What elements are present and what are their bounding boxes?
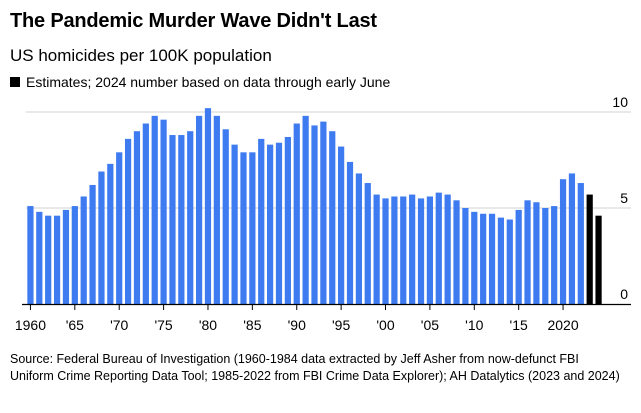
legend: Estimates; 2024 number based on data thr… [10, 74, 390, 90]
bar-1974 [151, 115, 158, 304]
bar-1964 [62, 209, 70, 304]
y-tick-label: 5 [620, 190, 628, 206]
bar-1984 [240, 152, 247, 304]
bar-1970 [116, 152, 123, 304]
bar-2004 [417, 198, 425, 304]
bar-1983 [231, 144, 238, 304]
bar-1990 [293, 123, 300, 305]
x-tick-label: '75 [154, 317, 172, 333]
bar-1993 [320, 121, 327, 304]
bar-2011 [480, 213, 487, 304]
estimate-bar-2024 [595, 215, 602, 304]
x-tick-label: 2020 [547, 317, 578, 333]
bar-1960 [27, 206, 34, 304]
bar-1971 [124, 138, 132, 304]
bar-1975 [160, 119, 167, 305]
bar-2019 [551, 206, 558, 304]
bar-1980 [204, 108, 212, 304]
x-tick-label: '85 [243, 317, 261, 333]
bar-1977 [178, 135, 185, 304]
bar-1963 [53, 215, 61, 304]
y-tick-label: 10 [612, 94, 628, 110]
bar-1965 [71, 206, 78, 304]
bar-1967 [89, 184, 96, 304]
x-tick-label: '15 [510, 317, 528, 333]
bar-1987 [267, 144, 274, 304]
bar-2000 [382, 198, 389, 304]
bar-1996 [346, 161, 354, 304]
bar-1976 [169, 135, 176, 304]
bar-2017 [533, 202, 540, 304]
x-tick-label: 1960 [15, 317, 46, 333]
bar-1991 [302, 115, 309, 304]
bar-2022 [577, 183, 584, 304]
estimate-bar-2023 [586, 194, 593, 304]
x-tick-label: '65 [66, 317, 84, 333]
bar-2021 [568, 173, 576, 304]
legend-swatch-estimates [10, 77, 20, 87]
bar-2016 [524, 200, 531, 304]
bar-1968 [98, 171, 105, 304]
bar-2001 [391, 196, 398, 304]
chart-subtitle: US homicides per 100K population [10, 46, 272, 65]
legend-label: Estimates; 2024 number based on data thr… [26, 74, 391, 90]
y-tick-label: 0 [620, 286, 628, 302]
bar-2005 [426, 196, 434, 304]
bar-2013 [497, 217, 505, 304]
x-tick-label: '90 [288, 317, 306, 333]
x-tick-label: '00 [376, 317, 394, 333]
bar-1978 [187, 131, 194, 304]
bar-1981 [213, 115, 220, 304]
bar-2006 [435, 192, 442, 304]
source-note: Source: Federal Bureau of Investigation … [10, 352, 620, 383]
bar-1992 [311, 125, 318, 304]
bar-2009 [462, 208, 469, 304]
chart-title: The Pandemic Murder Wave Didn't Last [10, 10, 377, 32]
bar-2002 [400, 196, 407, 304]
bar-1962 [45, 215, 52, 304]
bar-1986 [258, 138, 265, 304]
bar-1972 [133, 131, 141, 304]
bar-2012 [488, 213, 496, 304]
bar-1982 [222, 129, 229, 304]
bar-1985 [249, 152, 256, 304]
bar-2014 [506, 219, 513, 304]
bar-1988 [275, 142, 283, 304]
x-tick-label: '70 [110, 317, 128, 333]
bar-2020 [559, 179, 567, 304]
bar-1966 [80, 196, 87, 304]
x-tick-label: '10 [465, 317, 483, 333]
bar-1997 [355, 173, 362, 304]
bar-1973 [142, 123, 149, 305]
bar-1994 [329, 131, 336, 304]
x-tick-label: '80 [199, 317, 217, 333]
bar-1989 [284, 136, 291, 304]
bar-1969 [107, 163, 114, 304]
bar-2015 [515, 209, 522, 304]
x-tick-label: '05 [421, 317, 439, 333]
bar-2008 [453, 200, 460, 304]
bar-2018 [542, 208, 549, 304]
bar-2010 [471, 211, 478, 304]
bar-1999 [373, 194, 380, 304]
bar-1961 [36, 211, 43, 304]
bar-1998 [364, 183, 371, 304]
bar-1995 [338, 146, 345, 304]
bar-2007 [444, 194, 451, 304]
x-tick-label: '95 [332, 317, 350, 333]
bar-2003 [409, 194, 416, 304]
bar-1979 [195, 115, 203, 304]
